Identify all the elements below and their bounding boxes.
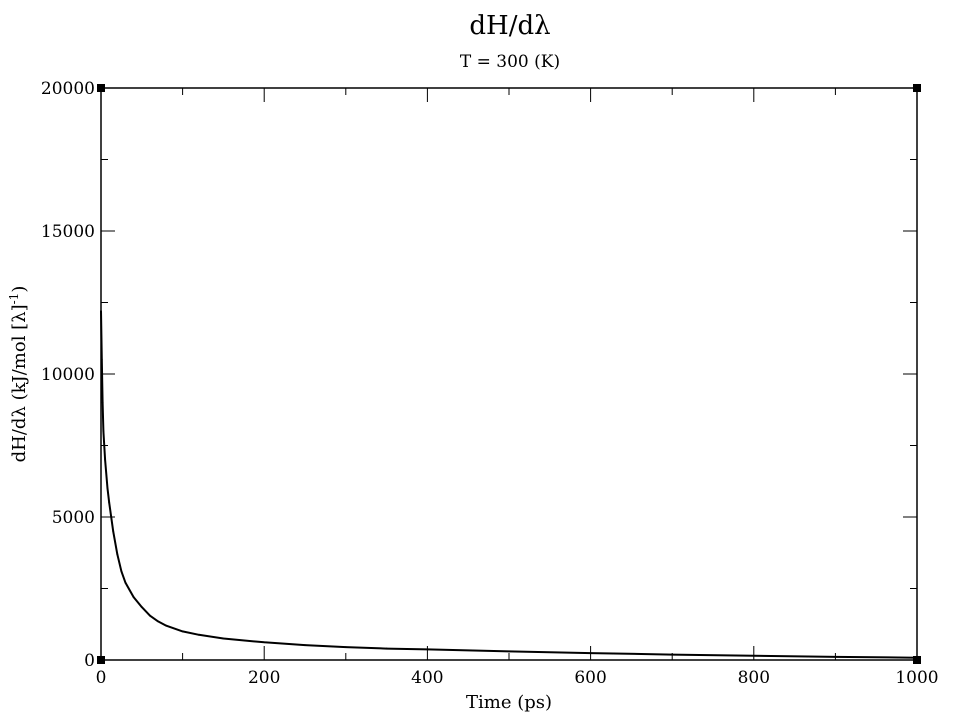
data-point [385, 647, 388, 650]
corner-marker-bottom-right [913, 656, 921, 664]
y-tick-label: 10000 [41, 365, 95, 385]
y-axis-label-superscript: -1 [7, 293, 21, 305]
y-tick-label: 15000 [41, 222, 95, 242]
data-point [124, 581, 127, 584]
data-point [426, 648, 429, 651]
data-point [222, 637, 225, 640]
y-axis-label: dH/dλ (kJ/mol [λ]-1) [7, 286, 30, 463]
data-point [344, 646, 347, 649]
data-point [834, 655, 837, 658]
series-line [100, 311, 918, 659]
data-point [149, 614, 151, 617]
data-point [140, 606, 143, 608]
chart-subtitle: T = 300 (K) [460, 52, 560, 72]
x-tick-label: 400 [411, 668, 443, 688]
corner-marker-top-left [97, 84, 105, 92]
data-point [132, 596, 135, 598]
data-point [100, 310, 102, 312]
series-layer [100, 310, 918, 659]
data-point [101, 401, 104, 404]
data-point [157, 620, 160, 623]
data-point [181, 630, 184, 633]
y-tick-label: 0 [84, 651, 95, 671]
y-axis-ticks: 0 5000 10000 15000 20000 [41, 79, 917, 671]
data-point [104, 458, 106, 461]
data-point [304, 644, 306, 647]
data-point [116, 553, 119, 556]
corner-marker-top-right [913, 84, 921, 92]
data-point [508, 650, 510, 653]
data-point [120, 570, 123, 573]
data-point [112, 530, 115, 533]
data-point [100, 358, 103, 361]
data-point [752, 654, 755, 657]
y-tick-label: 5000 [52, 508, 95, 528]
x-tick-label: 200 [248, 668, 280, 688]
x-tick-label: 600 [574, 668, 606, 688]
corner-marker-bottom-left [97, 656, 105, 664]
data-point [263, 641, 266, 644]
data-point [671, 653, 674, 656]
plot-frame [100, 87, 918, 661]
data-point [198, 633, 200, 636]
data-point [589, 652, 592, 655]
y-axis-label-main: dH/dλ (kJ/mol [λ] [9, 304, 30, 462]
y-axis-label-suffix: ) [9, 286, 30, 293]
y-tick-label: 20000 [41, 79, 95, 99]
x-tick-label: 800 [738, 668, 770, 688]
x-axis-ticks: 0 200 400 600 800 1000 [96, 88, 939, 688]
x-tick-label: 1000 [895, 668, 938, 688]
data-point [106, 487, 109, 490]
data-point [108, 501, 111, 504]
chart-title: dH/dλ [469, 11, 550, 41]
x-tick-label: 0 [96, 668, 107, 688]
data-point [165, 624, 168, 627]
x-axis-label: Time (ps) [466, 692, 552, 713]
data-point [102, 430, 105, 433]
